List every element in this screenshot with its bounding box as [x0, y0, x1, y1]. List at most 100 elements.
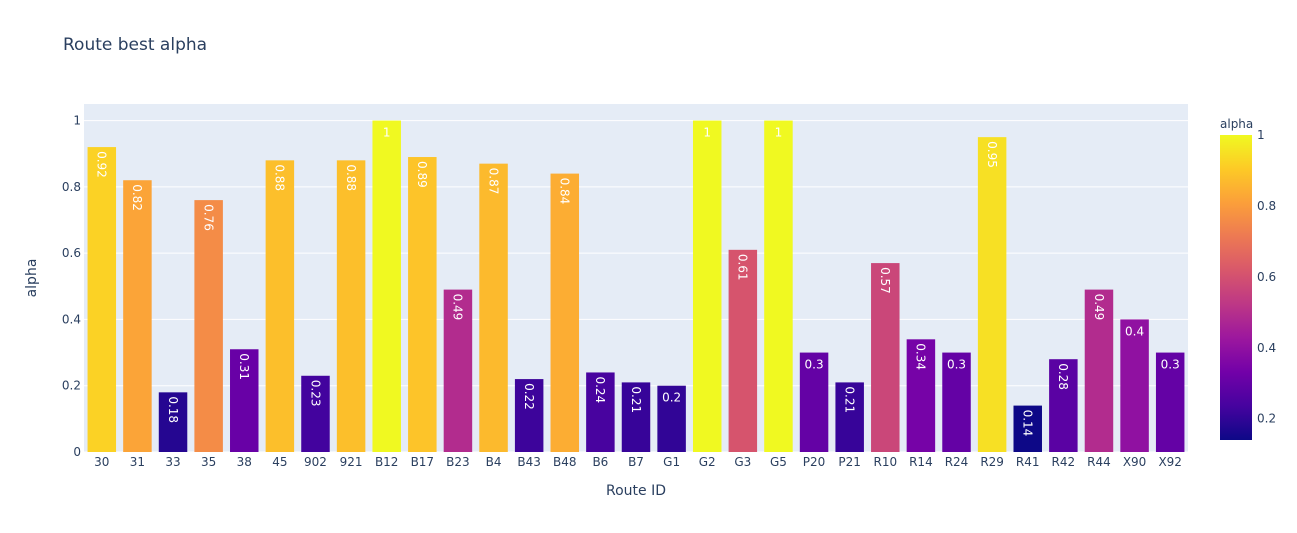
bar-value-label: 0.61	[736, 254, 750, 281]
bar-value-label: 0.22	[522, 383, 536, 410]
x-tick-label: B4	[486, 455, 502, 469]
bar	[230, 349, 259, 452]
bar	[728, 249, 758, 452]
bar-value-label: 0.24	[593, 376, 607, 403]
chart-title: Route best alpha	[63, 35, 207, 55]
bar	[1155, 352, 1185, 452]
bar	[479, 163, 508, 452]
colorbar-title: alpha	[1220, 117, 1253, 131]
bar	[194, 200, 223, 452]
x-tick-label: 31	[130, 455, 145, 469]
x-tick-label: B23	[446, 455, 470, 469]
x-tick-label: G5	[770, 455, 787, 469]
x-tick-label: P20	[803, 455, 826, 469]
bar	[123, 180, 152, 452]
x-tick-label: 921	[340, 455, 363, 469]
x-tick-label: R41	[1016, 455, 1040, 469]
bar-value-label: 0.2	[662, 391, 681, 405]
bar-value-label: 0.88	[273, 164, 287, 191]
bar-value-label: 0.95	[985, 141, 999, 168]
x-tick-label: P21	[838, 455, 861, 469]
bar-value-label: 0.3	[805, 358, 824, 372]
colorbar: alpha 0.2 0.4 0.6 0.8 1	[1220, 117, 1276, 440]
bar	[799, 352, 829, 452]
x-tick-label: X92	[1158, 455, 1182, 469]
x-tick-label: B17	[411, 455, 435, 469]
x-axis-title: Route ID	[606, 483, 666, 499]
bar-value-label: 0.49	[451, 294, 465, 321]
bar-value-label: 0.28	[1056, 363, 1070, 390]
x-tick-label: 35	[201, 455, 216, 469]
bar	[301, 375, 330, 452]
x-tick-label: R10	[873, 455, 897, 469]
bar-value-label: 0.76	[201, 204, 215, 231]
x-tick-label: R42	[1052, 455, 1076, 469]
bar	[906, 339, 936, 452]
bar	[265, 160, 295, 453]
bar-value-label: 0.34	[914, 343, 928, 370]
bar	[336, 160, 366, 453]
x-tick-label: 30	[94, 455, 109, 469]
colorbar-tick-label: 0.8	[1257, 199, 1276, 213]
x-tick-label: R44	[1087, 455, 1111, 469]
colorbar-ticks: 0.2 0.4 0.6 0.8 1	[1257, 128, 1276, 426]
x-tick-label: X90	[1123, 455, 1147, 469]
bar	[1120, 319, 1149, 452]
bar-value-label: 0.23	[308, 380, 322, 407]
colorbar-tick-label: 0.6	[1257, 270, 1276, 284]
x-tick-label: 902	[304, 455, 327, 469]
bar-value-label: 0.3	[1161, 358, 1180, 372]
x-tick-label: R14	[909, 455, 933, 469]
x-tick-label: G2	[699, 455, 716, 469]
bars: 0.920.820.180.760.310.880.230.8810.890.4…	[87, 120, 1185, 453]
y-axis-ticks: 0 0.2 0.4 0.6 0.8 1	[62, 114, 81, 459]
colorbar-tick-label: 1	[1257, 128, 1265, 142]
y-tick-label: 0.6	[62, 246, 81, 260]
bar	[871, 263, 900, 452]
colorbar-tick-label: 0.4	[1257, 341, 1276, 355]
bar	[977, 137, 1007, 452]
bar	[550, 173, 580, 452]
bar-value-label: 0.87	[486, 168, 500, 195]
bar-value-label: 1	[383, 126, 391, 140]
y-tick-label: 1	[73, 114, 81, 128]
bar-value-label: 0.4	[1125, 324, 1144, 338]
bar-value-label: 0.14	[1021, 410, 1035, 437]
bar-value-label: 0.3	[947, 358, 966, 372]
bar	[1013, 405, 1042, 452]
bar-value-label: 1	[703, 126, 711, 140]
x-tick-label: G3	[734, 455, 751, 469]
bar	[1084, 289, 1114, 452]
y-tick-label: 0.2	[62, 379, 81, 393]
bar	[621, 382, 651, 452]
bar-value-label: 0.82	[130, 184, 144, 211]
bar	[1049, 359, 1078, 452]
x-tick-label: B48	[553, 455, 577, 469]
bar-value-label: 0.18	[166, 396, 180, 423]
bar-value-label: 0.84	[558, 178, 572, 205]
bar	[942, 352, 971, 452]
bar-value-label: 0.31	[237, 353, 251, 380]
bar-value-label: 1	[775, 126, 783, 140]
x-axis-ticks: 30 31 33 35 38 45 902 921 B12 B17 B23 B4 B43 B48 B6 B7 G…	[94, 455, 1182, 469]
bar	[692, 120, 722, 453]
x-tick-label: B6	[592, 455, 608, 469]
bar-value-label: 0.88	[344, 164, 358, 191]
bar	[158, 392, 188, 452]
x-tick-label: B7	[628, 455, 644, 469]
y-tick-label: 0	[73, 445, 81, 459]
x-tick-label: 33	[165, 455, 180, 469]
bar	[514, 379, 544, 452]
y-tick-label: 0.8	[62, 180, 81, 194]
bar-value-label: 0.21	[629, 386, 643, 413]
bar	[835, 382, 864, 452]
bar-value-label: 0.92	[95, 151, 109, 178]
colorbar-gradient	[1220, 135, 1252, 440]
bar-value-label: 0.57	[878, 267, 892, 294]
bar	[443, 289, 473, 452]
bar-value-label: 0.21	[842, 386, 856, 413]
bar-value-label: 0.49	[1092, 294, 1106, 321]
x-tick-label: 45	[272, 455, 287, 469]
bar	[764, 120, 793, 453]
